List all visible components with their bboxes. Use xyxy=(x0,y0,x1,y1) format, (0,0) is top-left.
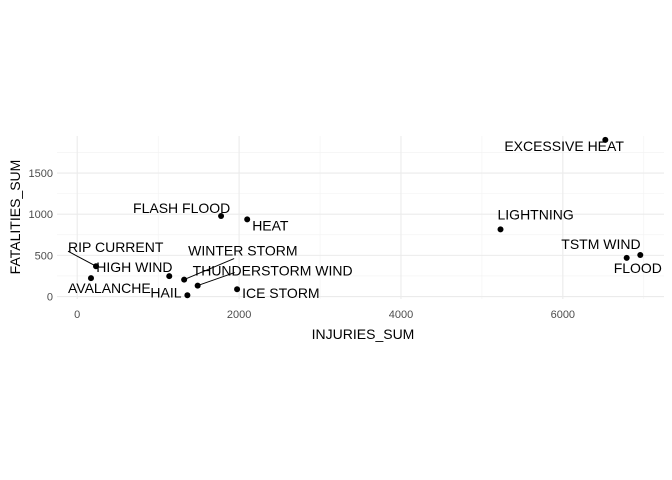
point-label: HIGH WIND xyxy=(96,259,172,275)
point-label: LIGHTNING xyxy=(498,206,574,222)
data-point xyxy=(497,226,504,233)
data-point xyxy=(218,213,225,220)
point-labels: EXCESSIVE HEAT FLASH FLOOD HEAT LIGHTNING TS… xyxy=(68,138,662,301)
data-point xyxy=(87,275,94,282)
y-tick-label: 1000 xyxy=(29,209,53,221)
data-point xyxy=(244,216,251,223)
points xyxy=(87,136,644,299)
point-label: TSTM WIND xyxy=(561,236,640,252)
data-point xyxy=(234,286,241,293)
data-point xyxy=(166,273,173,280)
point-label: HEAT xyxy=(252,217,289,233)
y-tick-label: 0 xyxy=(47,292,53,304)
point-label: AVALANCHE xyxy=(68,280,151,296)
y-tick-label: 500 xyxy=(35,250,53,262)
point-label: FLASH FLOOD xyxy=(133,200,230,216)
point-label: EXCESSIVE HEAT xyxy=(504,138,624,154)
label-leader-line xyxy=(183,258,235,281)
x-axis-label: INJURIES_SUM xyxy=(312,326,415,342)
data-point xyxy=(602,136,609,143)
tick-labels: 0 2000 4000 6000 0 500 1000 1500 xyxy=(29,168,576,321)
point-label: HAIL xyxy=(150,284,181,300)
data-point xyxy=(194,282,201,289)
point-label: ICE STORM xyxy=(242,285,320,301)
x-tick-label: 2000 xyxy=(227,309,251,321)
point-label: WINTER STORM xyxy=(188,243,297,259)
x-tick-label: 6000 xyxy=(551,309,575,321)
point-label: THUNDERSTORM WIND xyxy=(193,263,353,279)
label-leader-line xyxy=(197,272,235,287)
label-leader-line xyxy=(67,250,97,267)
grid xyxy=(57,136,664,299)
data-point xyxy=(184,292,191,299)
x-tick-label: 0 xyxy=(74,309,80,321)
data-point xyxy=(637,252,644,259)
data-point xyxy=(181,276,188,283)
label-leader-lines xyxy=(67,250,235,287)
x-tick-label: 4000 xyxy=(389,309,413,321)
point-label: FLOOD xyxy=(614,260,662,276)
data-point xyxy=(93,263,100,270)
point-label: RIP CURRENT xyxy=(68,239,164,255)
y-axis-label: FATALITIES_SUM xyxy=(7,160,23,275)
data-point xyxy=(623,254,630,261)
y-tick-label: 1500 xyxy=(29,168,53,180)
